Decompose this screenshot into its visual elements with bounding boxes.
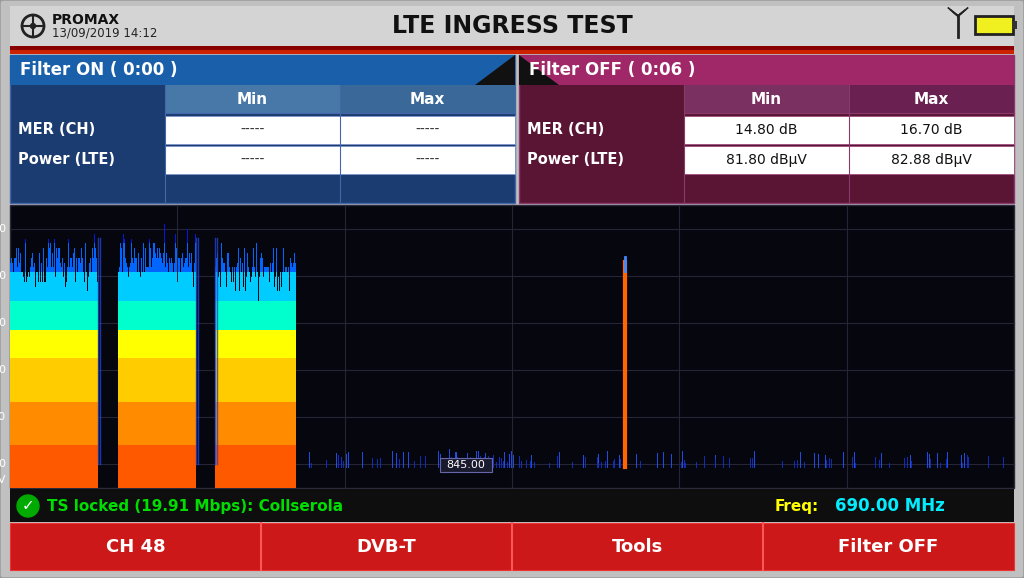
Text: Min: Min	[751, 91, 782, 106]
Text: MER (CH): MER (CH)	[18, 123, 95, 138]
Bar	[10, 46, 1014, 50]
Text: 60: 60	[0, 318, 6, 328]
Text: 80: 80	[0, 224, 6, 234]
Circle shape	[31, 24, 36, 28]
Bar	[10, 55, 515, 203]
Bar	[519, 55, 1014, 203]
Polygon shape	[519, 55, 559, 85]
Text: 40: 40	[0, 412, 6, 423]
Circle shape	[17, 495, 39, 517]
Polygon shape	[475, 55, 515, 85]
Text: -----: -----	[241, 123, 264, 137]
Text: 13/09/2019 14:12: 13/09/2019 14:12	[52, 27, 158, 39]
Text: Max: Max	[913, 91, 949, 106]
Bar	[10, 55, 515, 85]
Text: 81.80 dBμV: 81.80 dBμV	[726, 153, 807, 167]
Text: CH 48: CH 48	[105, 538, 165, 556]
Text: LTE INGRESS TEST: LTE INGRESS TEST	[391, 14, 633, 38]
Bar	[440, 458, 492, 472]
Text: dBμV: dBμV	[0, 475, 6, 485]
Bar	[1013, 21, 1017, 29]
Text: Max: Max	[410, 91, 445, 106]
Text: -----: -----	[416, 153, 439, 167]
Bar	[849, 146, 1014, 174]
Bar	[340, 146, 515, 174]
Text: Freq:: Freq:	[775, 498, 819, 513]
Bar	[165, 146, 340, 174]
Text: Tools: Tools	[612, 538, 664, 556]
Bar	[10, 50, 1014, 54]
Text: Min: Min	[237, 91, 268, 106]
Text: 50: 50	[0, 365, 6, 375]
Bar	[763, 523, 1014, 570]
Bar	[512, 523, 763, 570]
Text: 30: 30	[0, 460, 6, 469]
Bar	[165, 85, 340, 113]
Text: Filter OFF: Filter OFF	[839, 538, 939, 556]
Text: MER (CH): MER (CH)	[527, 123, 604, 138]
Text: 82.88 dBμV: 82.88 dBμV	[891, 153, 972, 167]
Text: -----: -----	[416, 123, 439, 137]
Bar	[684, 85, 849, 113]
Bar	[10, 6, 1014, 46]
Bar	[10, 205, 1014, 488]
Bar	[684, 116, 849, 144]
Text: ✓: ✓	[22, 498, 35, 513]
Bar	[975, 16, 1013, 34]
Bar	[849, 116, 1014, 144]
Text: TS locked (19.91 Mbps): Collserola: TS locked (19.91 Mbps): Collserola	[47, 498, 343, 513]
Text: Power (LTE): Power (LTE)	[527, 153, 624, 168]
Bar	[10, 489, 1014, 522]
Text: Power (LTE): Power (LTE)	[18, 153, 115, 168]
Bar	[849, 85, 1014, 113]
Text: 14.80 dB: 14.80 dB	[735, 123, 798, 137]
Text: 70: 70	[0, 271, 6, 281]
Bar	[519, 55, 1014, 85]
Text: Filter OFF ( 0:06 ): Filter OFF ( 0:06 )	[529, 61, 695, 79]
Bar	[684, 146, 849, 174]
Text: 690.00 MHz: 690.00 MHz	[835, 497, 945, 515]
Text: DVB-T: DVB-T	[356, 538, 417, 556]
Bar	[165, 116, 340, 144]
Text: -----: -----	[241, 153, 264, 167]
Bar	[340, 85, 515, 113]
Bar	[261, 523, 512, 570]
Bar	[10, 523, 261, 570]
Text: PROMAX: PROMAX	[52, 13, 120, 27]
Text: Filter ON ( 0:00 ): Filter ON ( 0:00 )	[20, 61, 177, 79]
Text: 845.00: 845.00	[446, 460, 485, 470]
Bar	[340, 116, 515, 144]
Text: 16.70 dB: 16.70 dB	[900, 123, 963, 137]
